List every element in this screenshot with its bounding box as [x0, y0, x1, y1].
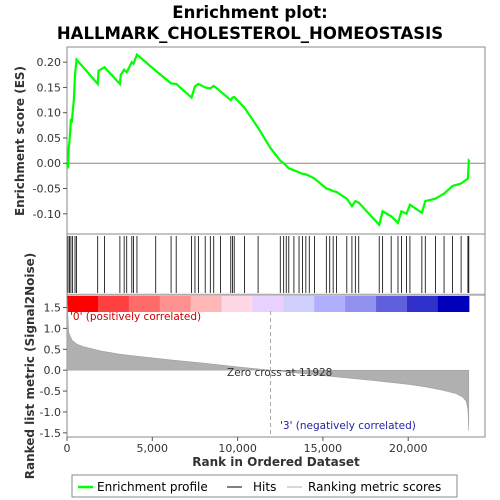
x-tick-label: 5,000	[137, 442, 169, 455]
es-y-tick-label: 0.00	[37, 157, 62, 170]
heat-strip-segment	[406, 296, 439, 312]
heat-strip-segment	[221, 296, 254, 312]
legend-label-ranking: Ranking metric scores	[308, 480, 441, 494]
es-y-tick-label: 0.05	[37, 132, 62, 145]
legend-box	[71, 474, 458, 498]
es-y-tick-label: -0.10	[33, 208, 61, 221]
heat-strip-segment	[345, 296, 377, 312]
hits-panel-frame	[66, 233, 486, 296]
heat-strip-segment	[283, 296, 315, 312]
x-tick-label: 15,000	[304, 442, 343, 455]
chart-title-line1: Enrichment plot:	[172, 3, 327, 22]
metric-y-tick-label: 1.0	[44, 322, 62, 335]
heat-strip-segment	[128, 296, 161, 312]
es-y-axis-label: Enrichment score (ES)	[13, 66, 27, 216]
es-y-tick-label: 0.10	[37, 107, 62, 120]
heat-strip-segment	[159, 296, 192, 312]
heat-strip-segment	[437, 296, 470, 312]
es-curve-line	[65, 52, 471, 228]
metric-y-tick-label: -1.5	[40, 427, 61, 440]
heat-strip-segment	[97, 296, 130, 312]
es-y-tick-label: -0.05	[33, 183, 61, 196]
heat-strip-segment	[190, 296, 223, 312]
ranking-metric-area	[66, 297, 470, 431]
heat-strip-segment	[252, 296, 284, 312]
ranking-metric-area-group	[66, 297, 470, 431]
x-axis-ticks: 0 5,000 10,000 15,000 20,000	[64, 437, 428, 455]
positive-correlation-label: '0' (positively correlated)	[70, 311, 201, 323]
metric-y-axis-ticks: -1.5 -1.0 -0.5 0.0 0.5 1.0 1.5	[40, 302, 67, 440]
heat-strip-segment	[67, 296, 99, 312]
es-curve-group	[65, 52, 471, 228]
hit-lines-group	[67, 236, 485, 295]
metric-y-tick-label: -1.0	[40, 406, 61, 419]
metric-y-tick-label: 0.0	[44, 364, 62, 377]
x-tick-label: 20,000	[389, 442, 428, 455]
es-y-tick-label: 0.15	[37, 81, 62, 94]
metric-y-tick-label: -0.5	[40, 385, 61, 398]
zero-cross-label: Zero cross at 11928	[227, 367, 332, 379]
heat-strip-segment	[376, 296, 408, 312]
x-tick-label: 0	[64, 442, 71, 455]
metric-y-tick-label: 0.5	[44, 343, 62, 356]
legend-label-hits: Hits	[253, 480, 276, 494]
legend-label-enrichment: Enrichment profile	[97, 480, 208, 494]
metric-y-axis-label: Ranked list metric (Signal2Noise)	[23, 253, 37, 480]
correlation-heat-strip	[67, 296, 470, 312]
chart-title-line2: HALLMARK_CHOLESTEROL_HOMEOSTASIS	[57, 24, 443, 43]
metric-y-tick-label: 1.5	[44, 302, 62, 315]
es-y-tick-label: 0.20	[37, 56, 62, 69]
heat-strip-segment	[314, 296, 346, 312]
x-axis-label: Rank in Ordered Dataset	[192, 455, 360, 469]
es-y-axis-ticks: -0.10 -0.05 0.00 0.05 0.10 0.15 0.20	[33, 56, 67, 221]
x-tick-label: 10,000	[218, 442, 257, 455]
es-panel-frame	[66, 46, 486, 235]
negative-correlation-label: '3' (negatively correlated)	[280, 420, 416, 432]
